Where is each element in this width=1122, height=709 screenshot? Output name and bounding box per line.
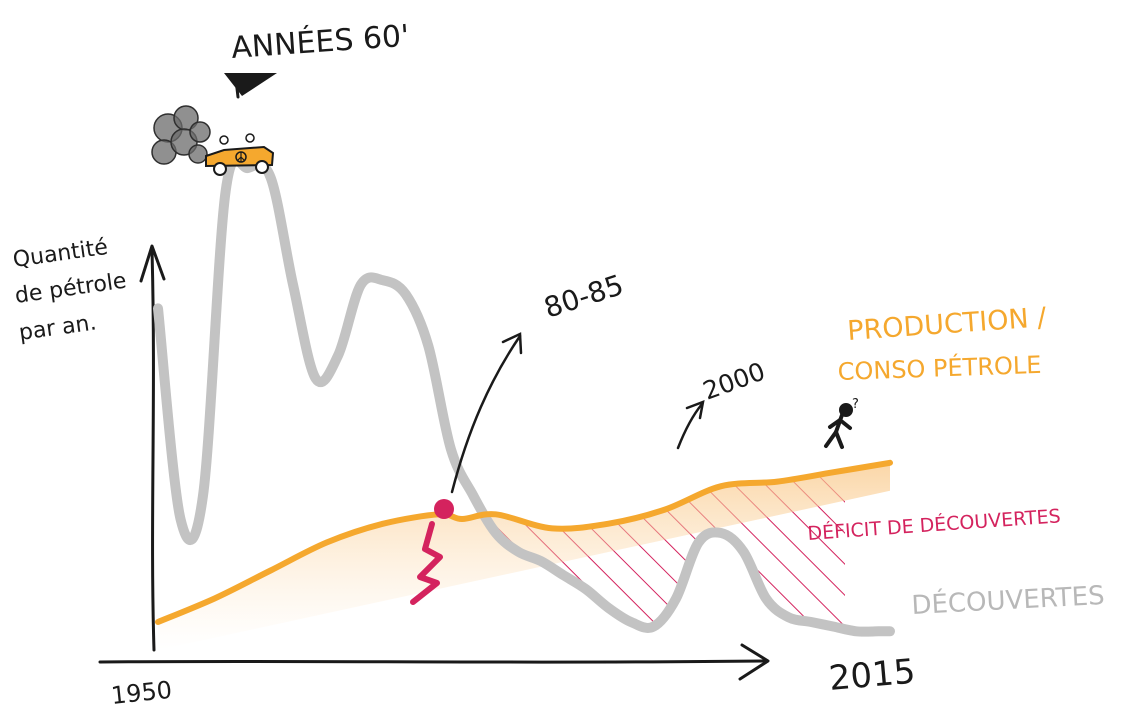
ylabel-line3: par an. <box>17 310 98 346</box>
x-start-label: 1950 <box>110 676 174 709</box>
arrow-2000-icon <box>678 402 703 448</box>
sixties-marker-icon <box>224 73 277 97</box>
ylabel-line1: Quantité <box>11 235 109 273</box>
person-icon <box>826 405 851 447</box>
x-axis <box>100 645 768 679</box>
annotation-80-85: 80-85 <box>540 268 628 325</box>
annotation-2000: 2000 <box>699 357 769 406</box>
ylabel-line2: de pétrole <box>13 269 128 309</box>
crossing-point <box>434 499 454 519</box>
smoke-cloud-icon <box>152 106 210 164</box>
legend-discoveries: DÉCOUVERTES <box>911 579 1106 621</box>
legend-production-line2: CONSO PÉTROLE <box>837 350 1042 386</box>
legend-production-line1: PRODUCTION / <box>846 302 1048 347</box>
question-mark: ? <box>852 397 859 412</box>
x-end-label: 2015 <box>827 652 917 699</box>
annotation-sixties: ANNÉES 60' <box>230 18 410 66</box>
